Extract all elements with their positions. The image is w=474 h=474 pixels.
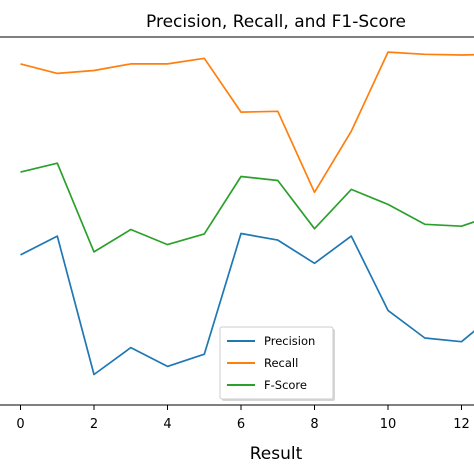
x-tick-label: 6: [237, 417, 245, 432]
legend-box: [219, 326, 334, 400]
x-tick-label: 4: [163, 417, 171, 432]
legend-label: Recall: [264, 356, 298, 370]
chart-title: Precision, Recall, and F1-Score: [146, 12, 406, 32]
legend-label: Precision: [264, 334, 315, 348]
x-tick-label: 8: [310, 417, 318, 432]
series-line-f-score: [20, 162, 474, 253]
x-axis-label: Result: [250, 444, 303, 464]
axes: [0, 36, 474, 406]
series-layer: [20, 51, 474, 376]
legend-label: F-Score: [264, 378, 307, 392]
x-tick-label: 10: [380, 417, 397, 432]
x-tick-label: 12: [453, 417, 470, 432]
x-ticks: 0 2 4 6 8 10 12: [16, 405, 470, 432]
x-tick-label: 2: [90, 417, 98, 432]
series-line-recall: [20, 51, 474, 194]
legend: Precision Recall F-Score: [219, 326, 335, 401]
x-tick-label: 0: [16, 417, 24, 432]
series-line-precision: [20, 232, 474, 376]
